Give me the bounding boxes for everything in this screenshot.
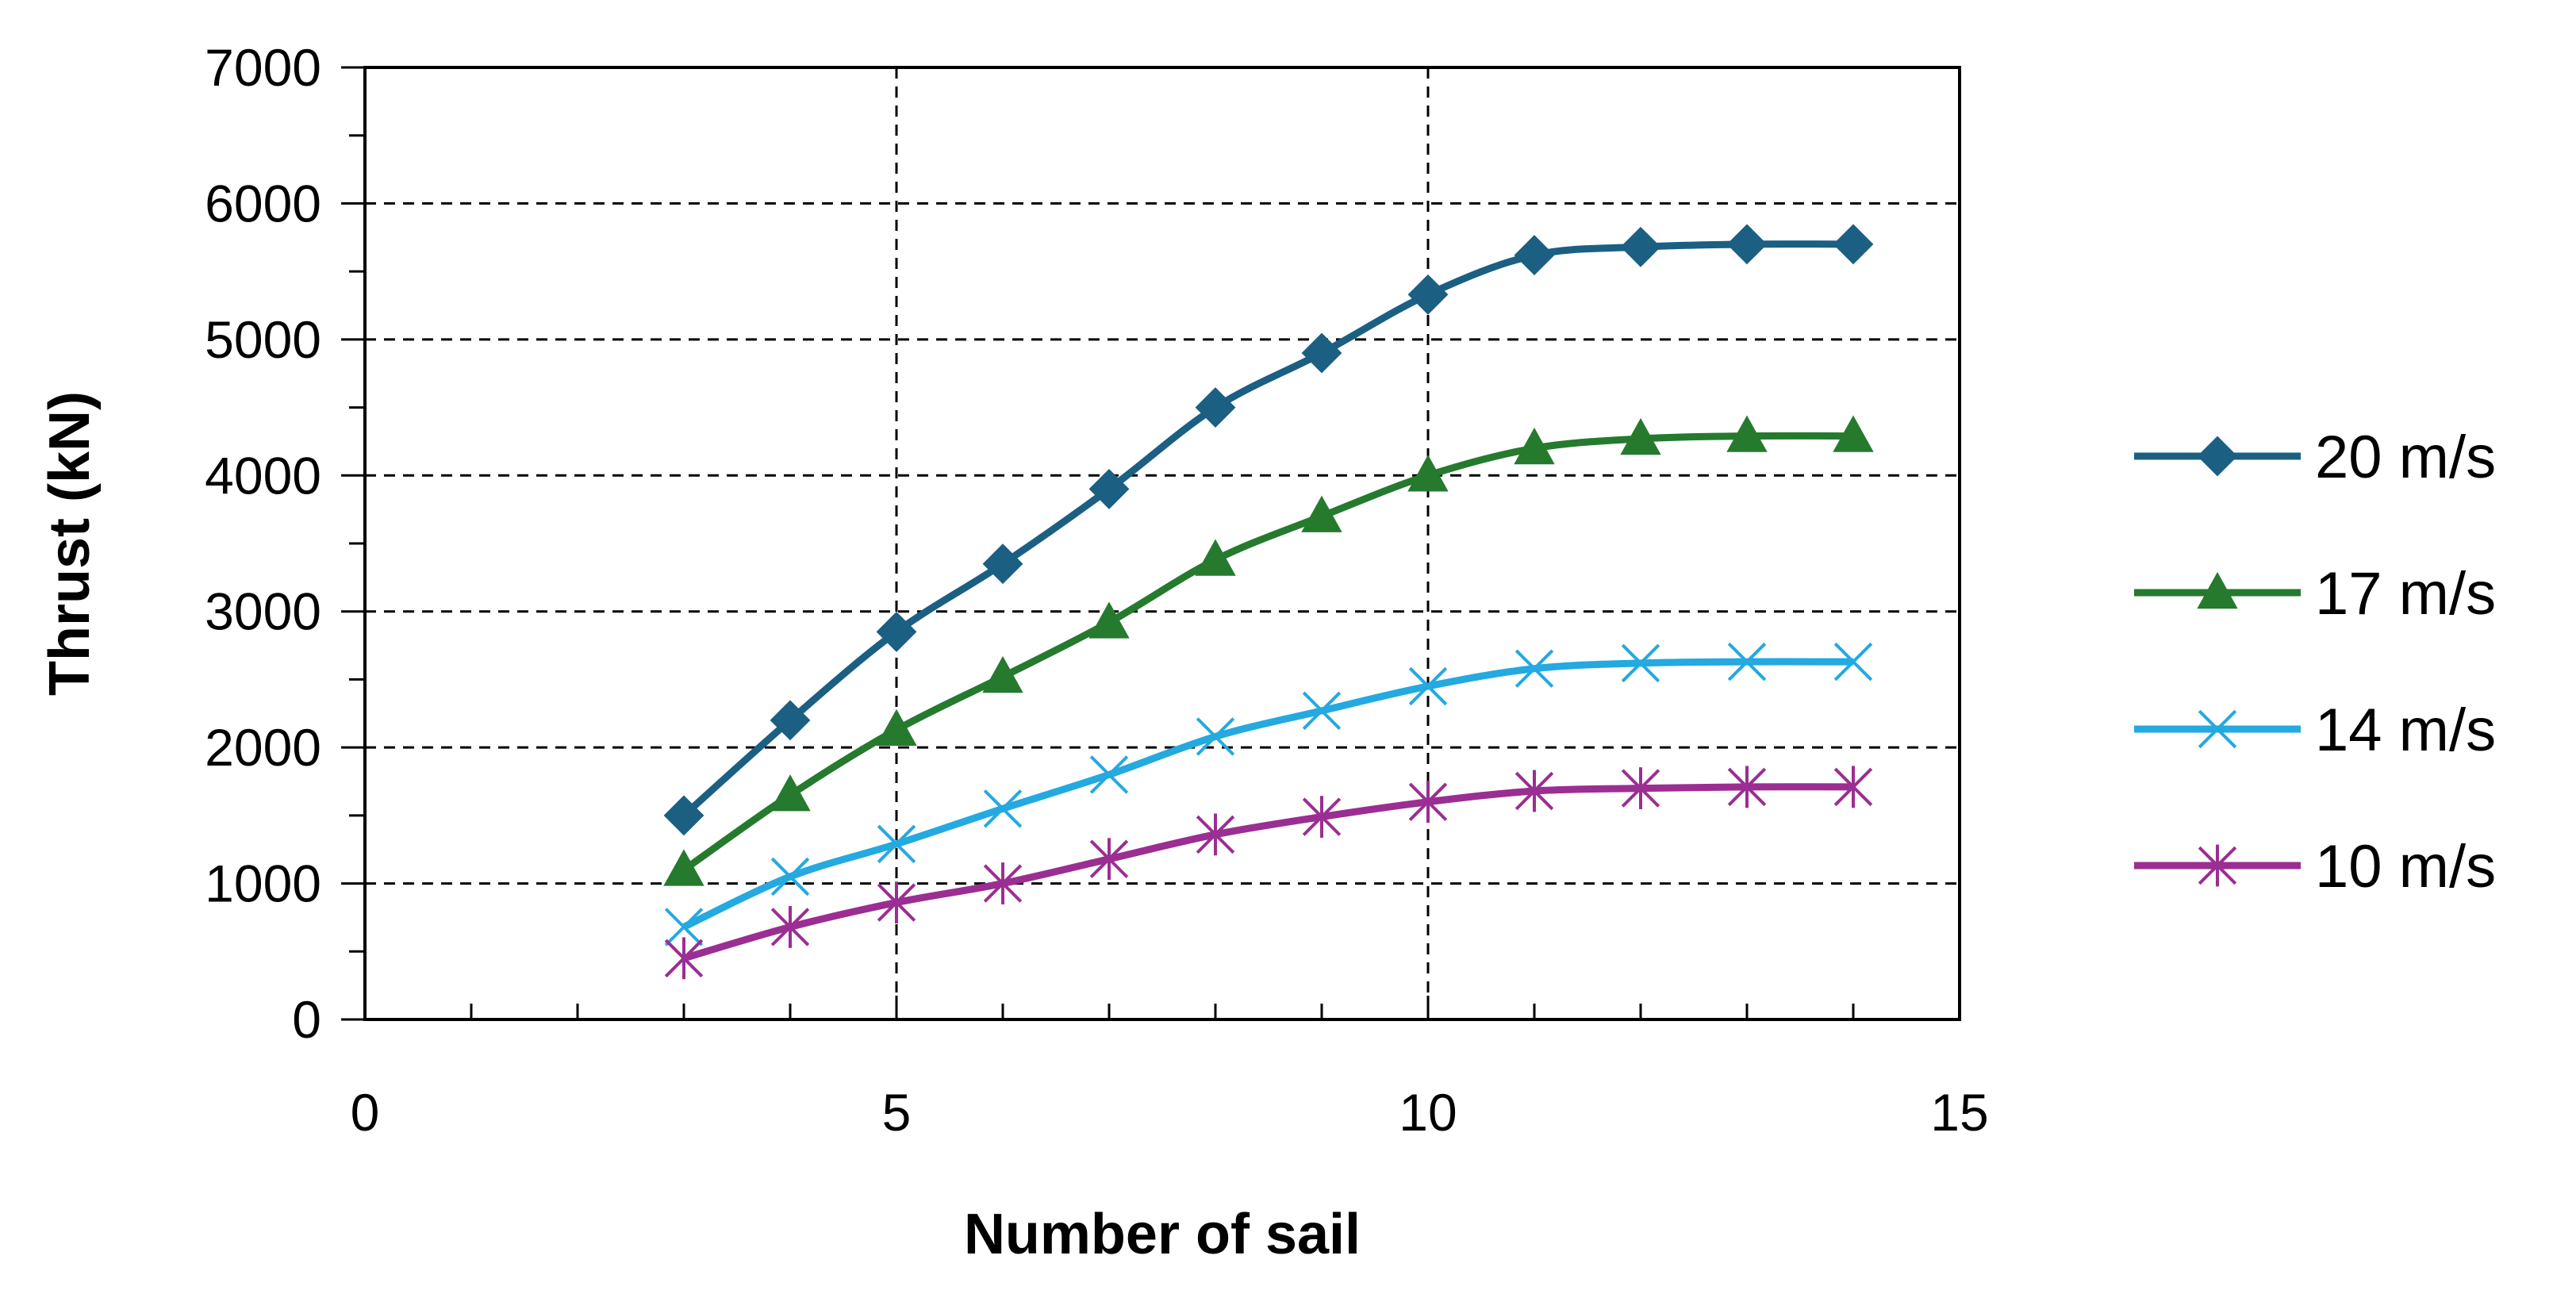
data-point [1620,226,1661,267]
series-14-m-s [664,642,1873,946]
data-point [1726,415,1768,452]
data-point [1727,766,1767,808]
data-point [1196,717,1235,756]
x-tick-label: 5 [882,1083,912,1142]
data-point [983,862,1023,904]
data-point [1621,643,1660,683]
data-point [770,774,811,812]
data-series [663,224,1874,980]
data-point [1407,274,1449,315]
data-point [663,795,704,836]
tick-labels: 0 1000 2000 3000 4000 5000 6000 7000 0 5 10 15 [205,38,1989,1142]
data-point [877,824,916,864]
series-20-m-s [663,224,1874,836]
data-point [1196,813,1235,856]
data-point [1833,642,1873,681]
legend-label: 20 m/s [2315,424,2496,491]
data-point [1515,649,1554,688]
x-tick-label: 15 [1930,1083,1988,1142]
legend-item: 14 m/s [2134,697,2496,764]
y-tick-label: 0 [292,990,321,1049]
data-point [1302,796,1342,838]
data-point [1301,495,1342,532]
series-17-m-s [663,415,1874,886]
data-point [983,789,1023,828]
data-point [1833,415,1874,452]
data-point [1833,766,1873,808]
data-point [1620,417,1661,455]
series-line [682,658,1854,931]
data-point [876,708,917,747]
legend-label: 14 m/s [2315,697,2496,764]
data-point [664,908,704,946]
y-tick-label: 3000 [205,582,321,641]
data-point [770,906,810,948]
legend-marker [2198,709,2237,749]
data-point [663,849,704,886]
series-line [682,783,1854,962]
data-point [1621,767,1660,809]
axis-ticks [341,66,1961,1021]
data-point [1195,539,1236,576]
legend-marker [2197,571,2238,609]
data-point [1408,666,1448,706]
data-point [770,857,810,896]
data-point [982,543,1023,585]
y-tick-label: 7000 [205,38,321,97]
data-point [1727,642,1767,681]
y-tick-label: 4000 [205,446,321,505]
legend-item: 10 m/s [2134,833,2496,900]
data-point [1726,224,1768,265]
y-tick-label: 1000 [205,854,321,913]
legend-marker [2198,844,2237,887]
legend-item: 17 m/s [2134,560,2496,628]
legend-label: 10 m/s [2315,833,2496,900]
legend: 20 m/s 17 m/s 14 m/s 10 m/s [2134,424,2496,900]
series-10-m-s [664,766,1873,980]
data-point [1301,332,1342,374]
data-point [1089,755,1129,794]
data-point [1515,770,1554,812]
x-tick-label: 0 [351,1083,380,1142]
series-line [681,432,1854,873]
y-tick-label: 6000 [205,174,321,232]
data-point [982,655,1023,693]
data-point [1514,427,1555,465]
data-point [664,937,704,980]
data-point [1833,224,1874,265]
y-tick-label: 2000 [205,718,321,777]
gridlines [365,67,1960,1019]
data-point [1195,387,1236,428]
data-point [1514,235,1555,275]
legend-marker [2197,436,2238,477]
plot-area-frame [363,66,1961,1021]
data-point [1408,781,1448,824]
legend-item: 20 m/s [2134,424,2496,491]
data-point [1302,691,1342,731]
data-point [1088,601,1130,639]
data-point [770,700,811,741]
data-point [1089,838,1129,881]
x-tick-label: 10 [1399,1083,1457,1142]
data-point [1088,469,1130,509]
legend-label: 17 m/s [2315,560,2496,628]
y-axis-title: Thrust (kN) [38,391,102,696]
series-line [681,240,1854,819]
y-tick-label: 5000 [205,310,321,369]
data-point [1407,455,1449,492]
x-axis-title: Number of sail [964,1203,1361,1266]
data-point [876,612,917,652]
data-point [877,881,916,923]
